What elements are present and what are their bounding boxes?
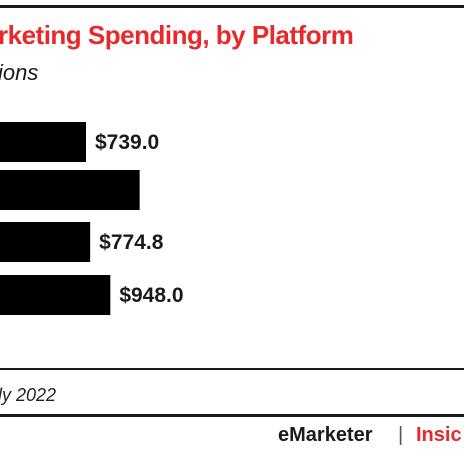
bar-4 (0, 275, 111, 315)
bar-3 (0, 222, 91, 262)
bar-value-label-4: $948.0 (119, 284, 183, 307)
footer-rule (0, 414, 464, 417)
bar-1 (0, 122, 86, 162)
bar-chart: $739.0 $774.8 $948.0 (0, 122, 184, 315)
bar-value-label-3: $774.8 (99, 231, 164, 254)
chart-title: rketing Spending, by Platform (0, 20, 354, 50)
bar-2 (0, 170, 140, 210)
brand-separator: | (398, 424, 404, 446)
brand-insider: Insic (416, 424, 462, 446)
brand-logo: eMarketer (278, 424, 373, 446)
bar-value-label-1: $739.0 (95, 131, 159, 154)
source-rule (0, 368, 464, 370)
chart-subtitle: ions (0, 60, 39, 85)
source-note: ly 2022 (0, 385, 57, 405)
top-rule (0, 5, 464, 8)
